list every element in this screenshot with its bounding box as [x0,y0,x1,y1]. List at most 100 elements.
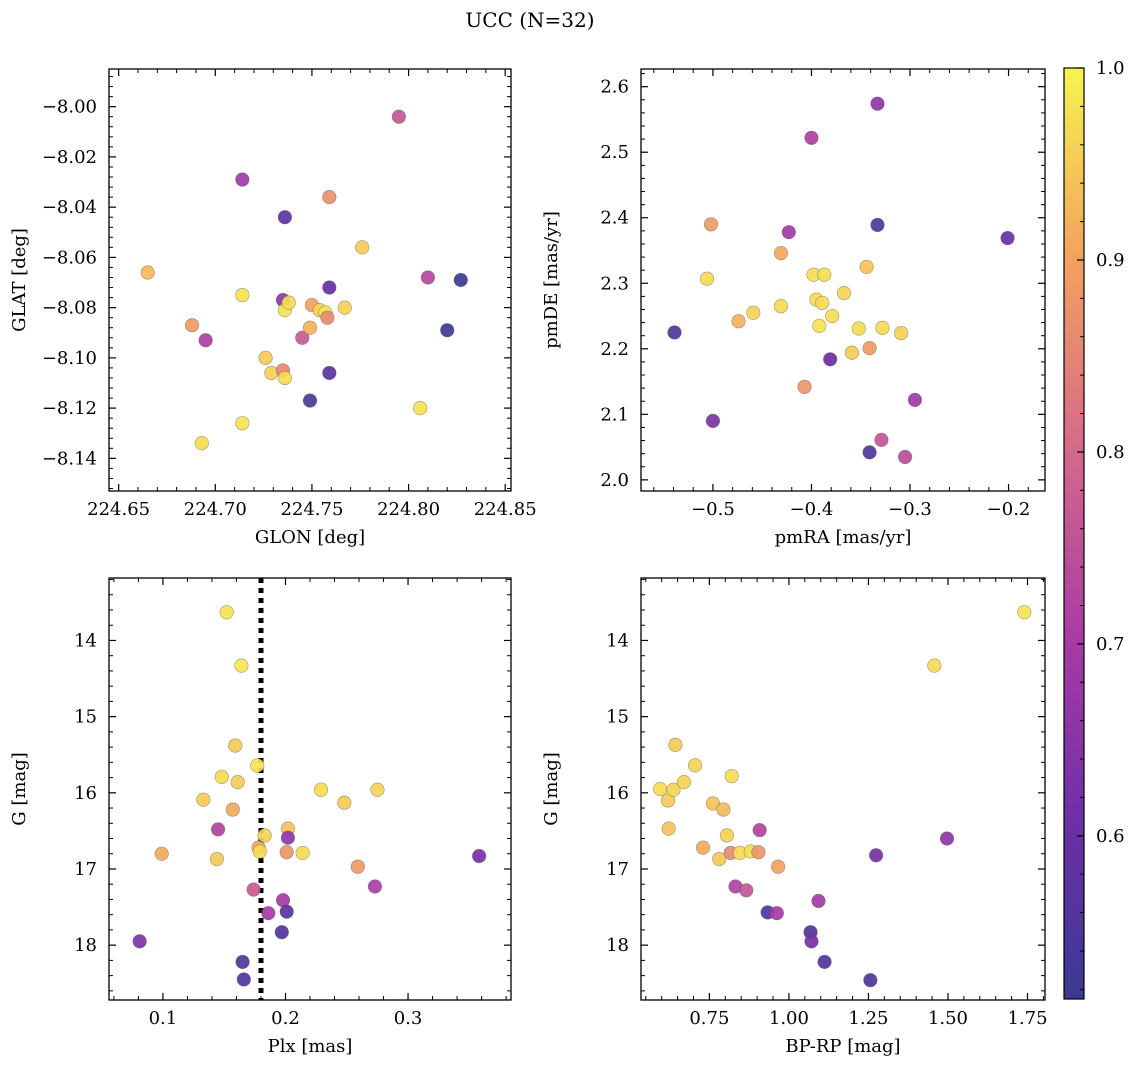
y-tick-label: 17 [606,859,629,880]
scatter-point [731,314,746,329]
scatter-point [250,758,265,773]
scatter-point [453,272,468,288]
scatter-point [302,320,318,335]
scatter-point [705,413,721,428]
scatter-point [367,879,383,894]
scatter-point [246,882,261,897]
scatter-point [209,851,224,867]
colorbar-frame [1063,67,1085,1000]
x-tick-label: 224.65 [87,499,150,520]
y-tick-label: 16 [606,783,629,804]
x-tick-label: −0.5 [691,499,735,520]
scatter-point [815,295,830,311]
x-tick-label: 224.80 [377,499,440,520]
x-tick-label: 0.3 [394,1008,423,1029]
y-tick-label: 14 [606,630,629,651]
scatter-point [235,954,250,970]
scatter-point [228,738,243,753]
y-tick-label: −8.04 [42,197,97,218]
scatter-point [751,845,766,860]
panel-plx-g: 0.1 0.2 0.3 14 15 16 17 18 Plx [mas] G [mag] [9,577,512,1057]
scatter-point [196,792,211,807]
y-tick-label: 2.2 [600,339,629,360]
scatter-point [252,844,267,859]
scatter-point [210,822,226,837]
y-tick-label: −8.02 [42,147,97,168]
scatter-point [752,823,767,838]
y-tick-label: 2.4 [600,208,629,229]
scatter-point [661,821,676,836]
scatter-point [797,379,812,394]
x-axis-label: BP-RP [mag] [785,1036,900,1057]
scatter-point [420,270,435,285]
scatter-point [773,299,789,314]
scatter-point [851,321,866,336]
scatter-point [302,393,318,408]
scatter-point [279,904,294,919]
axes-frame [108,68,512,492]
scatter-points [652,605,1032,988]
scatter-point [413,401,428,416]
x-tick-label: 1.25 [848,1008,888,1029]
y-tick-label: −8.08 [42,298,97,319]
y-tick-label: −8.00 [42,97,97,118]
scatter-point [440,323,455,338]
x-tick-label: 224.75 [280,499,343,520]
x-tick-label: 224.70 [184,499,247,520]
scatter-point [264,365,279,381]
y-axis-label: GLAT [deg] [9,228,30,332]
scatter-point [894,325,909,341]
scatter-point [716,802,731,817]
scatter-points [140,109,468,451]
scatter-point [705,796,720,811]
scatter-point [1000,230,1015,246]
scatter-point [140,265,155,280]
scatter-point [773,246,789,261]
scatter-point [666,782,681,797]
scatter-point [214,769,229,784]
scatter-point [739,883,754,898]
y-tick-label: 15 [74,707,97,728]
x-axis-label: GLON [deg] [255,527,365,548]
scatter-point [875,320,890,335]
scatter-point [337,795,352,810]
colorbar-tick-label: 0.7 [1096,634,1125,655]
scatter-point [844,345,859,360]
scatter-point [667,325,682,340]
axes-frame [108,577,512,1001]
colorbar: 0.6 0.7 0.8 0.9 1.0 [1063,58,1125,1000]
scatter-points [667,96,1015,465]
y-tick-label: 16 [74,783,97,804]
scatter-points [132,605,487,987]
scatter-point [870,96,885,111]
scatter-point [154,846,169,861]
scatter-point [712,851,727,867]
scatter-point [817,267,832,282]
scatter-point [907,392,923,408]
scatter-point [391,109,407,124]
scatter-point [219,605,234,620]
figure-title: UCC (N=32) [465,8,594,32]
scatter-point [370,782,385,797]
scatter-point [668,737,683,752]
scatter-point [699,271,715,286]
axes-frame [640,68,1046,492]
scatter-point [320,310,335,325]
scatter-point [652,781,668,797]
scatter-point [235,287,250,303]
scatter-point [804,130,819,145]
scatter-point [823,352,838,367]
scatter-point [812,318,827,333]
scatter-point [746,305,761,320]
x-tick-label: 1.50 [928,1008,968,1029]
scatter-point [257,828,272,843]
x-tick-label: −0.2 [987,499,1031,520]
scatter-point [322,190,337,205]
x-tick-label: 0.75 [689,1008,729,1029]
panel-glon-glat: 224.65 224.70 224.75 224.80 224.85 −8.14 −8.12… [9,68,537,548]
y-tick-label: −8.12 [42,398,97,419]
scatter-point [236,972,251,987]
y-tick-label: −8.10 [42,348,97,369]
scatter-point [235,416,250,431]
